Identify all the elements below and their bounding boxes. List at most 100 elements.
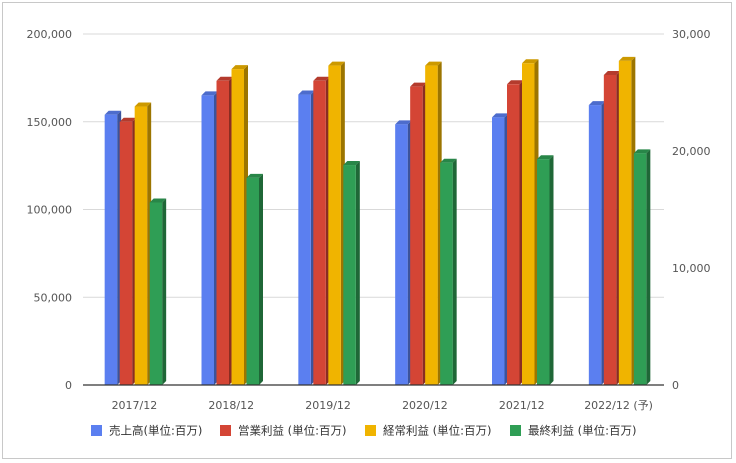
bar-top <box>201 91 218 96</box>
bar-top <box>603 70 621 75</box>
bar <box>588 101 606 385</box>
bar <box>618 56 636 385</box>
right-axis-tick-label: 0 <box>672 379 679 392</box>
bar <box>395 120 412 385</box>
bar-top <box>633 149 651 154</box>
bar-front <box>440 162 453 385</box>
bar <box>507 80 524 385</box>
bar-side <box>259 173 263 385</box>
legend-swatch <box>365 425 376 436</box>
chart-frame: 0 50,000 100,000 150,000 200,000 0 10,000 20,00… <box>2 2 732 459</box>
bar <box>246 173 263 385</box>
bar-front <box>425 65 438 385</box>
bar-front <box>588 105 602 385</box>
bar-top <box>134 102 152 107</box>
right-axis-tick-label: 20,000 <box>672 145 711 158</box>
bar-front <box>633 153 647 385</box>
category-label: 2022/12 (予) <box>584 399 653 412</box>
left-axis-tick-label: 100,000 <box>27 204 73 217</box>
bar <box>104 110 122 385</box>
bar-top <box>618 56 636 61</box>
legend-swatch <box>220 425 231 436</box>
left-axis-tick-label: 200,000 <box>27 28 73 41</box>
bar-top <box>246 173 263 178</box>
bar-top <box>216 76 233 81</box>
bar-front <box>231 69 244 385</box>
bar-front <box>507 84 520 385</box>
bar-front <box>298 94 311 386</box>
category-label: 2019/12 <box>305 399 351 412</box>
bar-top <box>410 82 427 87</box>
legend-label: 売上高(単位:百万) <box>109 424 202 438</box>
bar-top <box>395 120 412 125</box>
bar-top <box>343 161 360 166</box>
legend-swatch <box>510 425 521 436</box>
bar-front <box>395 124 408 385</box>
left-axis-tick-label: 150,000 <box>27 116 73 129</box>
bar-top <box>231 65 248 70</box>
bar-top <box>119 117 137 122</box>
bar <box>603 70 621 385</box>
bar-front <box>119 121 133 385</box>
bar-top <box>507 80 524 85</box>
bar-front <box>201 95 214 386</box>
bar-front <box>410 86 423 386</box>
bar <box>633 149 651 385</box>
bar <box>522 59 539 385</box>
bar-front <box>343 165 356 385</box>
bar <box>492 113 509 386</box>
bar-top <box>522 59 539 64</box>
bar-front <box>149 202 163 385</box>
bar-front <box>618 60 632 385</box>
bar-front <box>134 106 148 385</box>
bar <box>537 155 554 385</box>
bar-front <box>313 80 326 386</box>
bar-front <box>104 114 118 385</box>
bar-top <box>298 90 315 95</box>
bar <box>313 76 330 386</box>
bar-front <box>522 63 535 385</box>
bar-top <box>440 158 457 163</box>
bar-front <box>492 117 505 386</box>
left-axis-tick-label: 50,000 <box>34 291 73 304</box>
category-label: 2021/12 <box>499 399 545 412</box>
bar <box>328 61 345 386</box>
category-label: 2017/12 <box>112 399 158 412</box>
bar-front <box>328 65 341 385</box>
category-label: 2020/12 <box>402 399 448 412</box>
bar-side <box>549 155 554 385</box>
bar-top <box>149 198 167 203</box>
bar-top <box>313 76 330 81</box>
bar-top <box>328 61 345 66</box>
bar-front <box>246 177 259 385</box>
bar-front <box>537 159 550 385</box>
bar-side <box>355 161 360 385</box>
bar <box>410 82 427 386</box>
bar <box>134 102 152 385</box>
bar-top <box>104 110 122 115</box>
bar <box>216 76 233 386</box>
bar-side <box>452 158 457 385</box>
right-axis-tick-label: 30,000 <box>672 28 711 41</box>
legend-label: 経常利益 (単位:百万) <box>383 424 492 438</box>
bar-top <box>425 61 442 66</box>
bar <box>119 117 137 385</box>
right-axis-tick-label: 10,000 <box>672 262 711 275</box>
category-label: 2018/12 <box>208 399 254 412</box>
bar <box>298 90 315 386</box>
legend-swatch <box>91 425 102 436</box>
bar-top <box>537 155 554 160</box>
bar <box>201 91 218 386</box>
bar-front <box>603 74 617 385</box>
bar-side <box>646 149 651 385</box>
bar <box>231 65 248 385</box>
bar-side <box>162 198 167 385</box>
bar-chart: 0 50,000 100,000 150,000 200,000 0 10,000 20,00… <box>27 28 711 438</box>
bar-front <box>216 80 229 386</box>
bar <box>425 61 442 386</box>
bar-top <box>588 101 606 106</box>
bar <box>343 161 360 385</box>
left-axis-tick-label: 0 <box>65 379 72 392</box>
legend-label: 営業利益 (単位:百万) <box>238 424 347 438</box>
bar-top <box>492 113 509 118</box>
